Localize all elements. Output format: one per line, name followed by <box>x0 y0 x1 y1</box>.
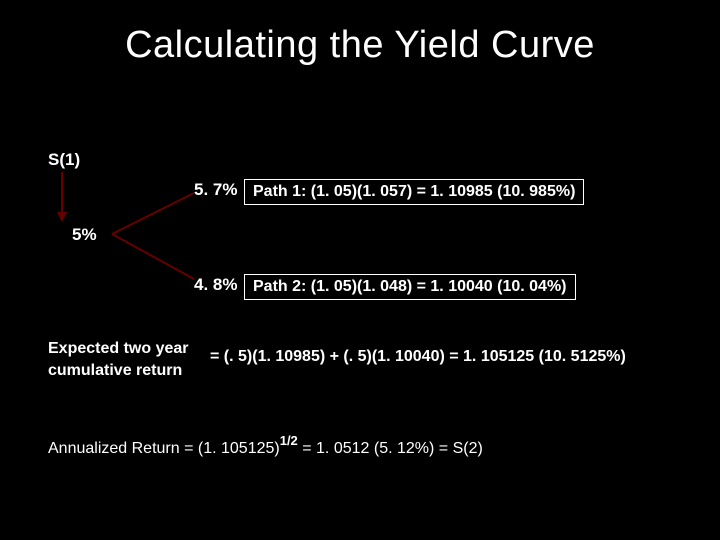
arrow-down-icon <box>50 170 74 226</box>
annualized-suffix: = 1. 0512 (5. 12%) = S(2) <box>298 440 483 457</box>
s1-label: S(1) <box>48 150 80 170</box>
root-rate: 5% <box>72 225 97 245</box>
up-rate: 5. 7% <box>194 180 237 200</box>
annualized-exponent: 1/2 <box>280 433 298 448</box>
path2-box: Path 2: (1. 05)(1. 048) = 1. 10040 (10. … <box>244 274 576 300</box>
expected-label-line2: cumulative return <box>48 362 182 379</box>
path1-box: Path 1: (1. 05)(1. 057) = 1. 10985 (10. … <box>244 179 584 205</box>
annualized-return: Annualized Return = (1. 105125)1/2 = 1. … <box>48 440 483 458</box>
expected-return-formula: = (. 5)(1. 10985) + (. 5)(1. 10040) = 1.… <box>210 348 626 366</box>
annualized-prefix: Annualized Return = (1. 105125) <box>48 440 280 457</box>
expected-label-line1: Expected two year <box>48 340 189 357</box>
down-rate: 4. 8% <box>194 275 237 295</box>
expected-return-label: Expected two year cumulative return <box>48 338 189 381</box>
slide-title: Calculating the Yield Curve <box>0 0 720 67</box>
